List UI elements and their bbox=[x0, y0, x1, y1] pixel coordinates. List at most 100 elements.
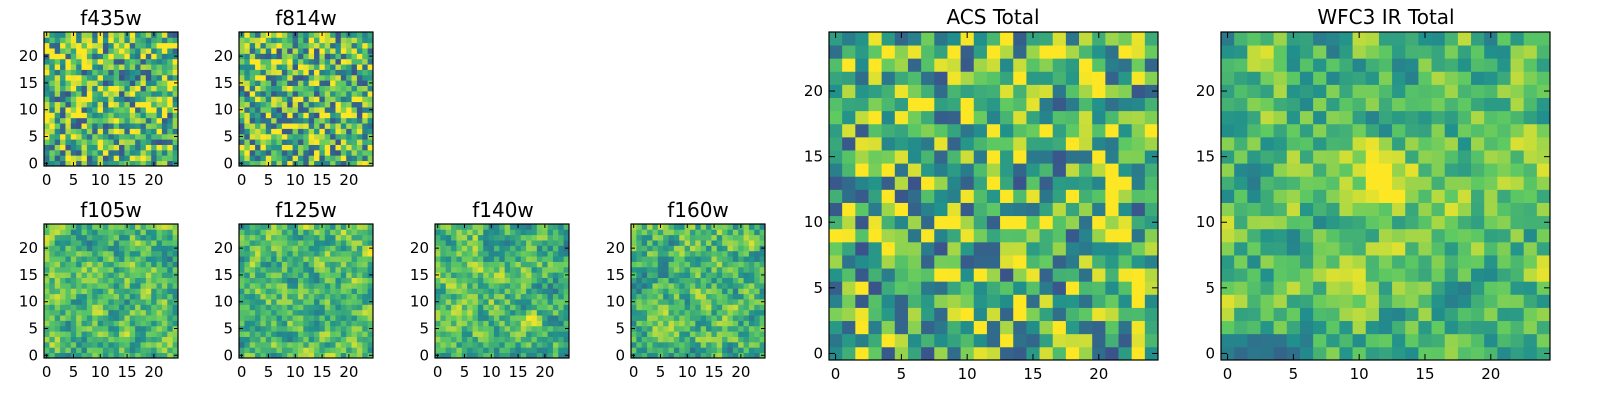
heatmap-cell bbox=[1444, 163, 1459, 177]
heatmap-cell bbox=[748, 336, 755, 343]
heatmap-cell bbox=[81, 234, 88, 241]
heatmap-cell bbox=[244, 85, 251, 92]
heatmap-cell bbox=[255, 352, 261, 359]
heatmap-cell bbox=[493, 245, 500, 252]
heatmap-cell bbox=[156, 234, 163, 241]
heatmap-cell bbox=[255, 64, 261, 70]
heatmap-cell bbox=[287, 352, 293, 359]
heatmap-cell bbox=[70, 261, 77, 268]
heatmap-cell bbox=[140, 325, 147, 332]
y-tick-label: 20 bbox=[214, 47, 233, 65]
heatmap-cell bbox=[172, 341, 179, 348]
heatmap-cell bbox=[493, 288, 500, 295]
heatmap-cell bbox=[330, 347, 336, 354]
heatmap-cell bbox=[1497, 268, 1511, 282]
heatmap-cell bbox=[748, 229, 755, 236]
heatmap-cell bbox=[1039, 268, 1054, 282]
heatmap-cell bbox=[362, 58, 369, 65]
heatmap-cell bbox=[324, 331, 331, 337]
heatmap-cell bbox=[1365, 189, 1380, 203]
heatmap-cell bbox=[102, 64, 109, 70]
heatmap-cell bbox=[140, 149, 147, 156]
heatmap-cell bbox=[276, 272, 283, 278]
heatmap-cell bbox=[759, 309, 766, 316]
heatmap-cell bbox=[1131, 333, 1146, 348]
heatmap-cell bbox=[1131, 215, 1146, 230]
heatmap-cell bbox=[727, 277, 734, 284]
heatmap-cell bbox=[255, 37, 261, 44]
heatmap-cell bbox=[1247, 189, 1261, 203]
heatmap-cell bbox=[140, 139, 147, 145]
heatmap-cell bbox=[340, 325, 347, 332]
heatmap-cell bbox=[119, 320, 125, 327]
heatmap-cell bbox=[244, 58, 251, 65]
heatmap-cell bbox=[663, 331, 669, 337]
heatmap-cell bbox=[108, 160, 115, 167]
heatmap-cell bbox=[461, 266, 468, 273]
heatmap-cell bbox=[483, 352, 489, 359]
heatmap-cell bbox=[60, 112, 66, 119]
heatmap-cell bbox=[668, 229, 675, 236]
heatmap-cell bbox=[689, 325, 696, 332]
heatmap-cell bbox=[86, 229, 93, 236]
heatmap-cell bbox=[135, 320, 141, 327]
heatmap-cell bbox=[531, 261, 538, 268]
heatmap-cell bbox=[1431, 281, 1446, 295]
heatmap-cell bbox=[657, 277, 664, 284]
heatmap-cell bbox=[868, 58, 883, 72]
heatmap-cell bbox=[108, 229, 115, 236]
heatmap-cell bbox=[732, 309, 739, 316]
heatmap-cell bbox=[467, 250, 473, 257]
heatmap-cell bbox=[172, 139, 179, 145]
heatmap-cell bbox=[239, 58, 245, 65]
heatmap-cell bbox=[842, 241, 856, 256]
heatmap-cell bbox=[451, 245, 457, 252]
heatmap-cell bbox=[151, 123, 157, 129]
heatmap-cell bbox=[722, 261, 728, 268]
heatmap-cell bbox=[547, 320, 554, 327]
heatmap-cell bbox=[510, 266, 516, 273]
heatmap-cell bbox=[249, 250, 256, 257]
heatmap-cell bbox=[340, 266, 347, 273]
heatmap-cell bbox=[1260, 333, 1275, 348]
heatmap-cell bbox=[1092, 307, 1106, 322]
heatmap-cell bbox=[947, 202, 961, 217]
heatmap-cell bbox=[1431, 333, 1446, 348]
heatmap-cell bbox=[456, 325, 463, 332]
heatmap-cell bbox=[563, 282, 570, 289]
heatmap-cell bbox=[108, 139, 115, 145]
heatmap-cell bbox=[684, 288, 691, 295]
heatmap-cell bbox=[829, 228, 843, 243]
heatmap-cell bbox=[504, 224, 511, 230]
heatmap-cell bbox=[531, 325, 538, 332]
heatmap-cell bbox=[451, 277, 457, 284]
heatmap-cell bbox=[335, 42, 342, 49]
heatmap-cell bbox=[868, 189, 883, 203]
heatmap-cell bbox=[1418, 228, 1432, 243]
heatmap-cell bbox=[287, 101, 293, 108]
heatmap-cell bbox=[145, 347, 152, 354]
heatmap-cell bbox=[44, 85, 50, 92]
heatmap-cell bbox=[172, 74, 179, 81]
heatmap-cell bbox=[1092, 84, 1106, 98]
heatmap-cell bbox=[986, 45, 1001, 59]
heatmap-cell bbox=[54, 53, 61, 60]
heatmap-cell bbox=[679, 320, 685, 327]
heatmap-cell bbox=[520, 272, 527, 278]
heatmap-cell bbox=[855, 189, 869, 203]
heatmap-cell bbox=[86, 234, 93, 241]
heatmap-cell bbox=[308, 139, 315, 145]
heatmap-cell bbox=[346, 315, 352, 321]
heatmap-cell bbox=[934, 58, 948, 72]
heatmap-cell bbox=[881, 150, 896, 164]
heatmap-cell bbox=[346, 144, 352, 151]
heatmap-cell bbox=[547, 331, 554, 337]
heatmap-cell bbox=[531, 320, 538, 327]
heatmap-cell bbox=[1026, 202, 1040, 217]
heatmap-cell bbox=[70, 309, 77, 316]
heatmap-cell bbox=[119, 309, 125, 316]
heatmap-cell bbox=[156, 229, 163, 236]
heatmap-cell bbox=[324, 144, 331, 151]
